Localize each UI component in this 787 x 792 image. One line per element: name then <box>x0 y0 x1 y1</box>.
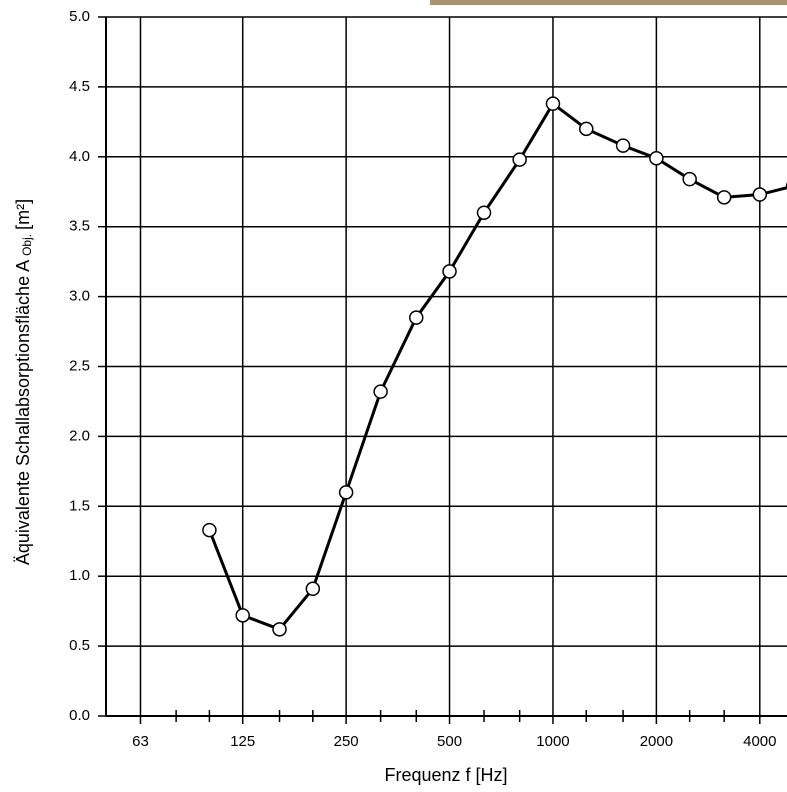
y-tick-label: 0.5 <box>69 637 90 654</box>
data-point <box>338 485 354 500</box>
y-tick-label: 4.0 <box>69 148 90 165</box>
y-axis-title-sub: Obj. <box>20 234 34 256</box>
y-tick-label: 3.0 <box>69 288 90 305</box>
y-tick-label: 1.0 <box>69 567 90 584</box>
data-point <box>305 581 321 597</box>
y-tick-label: 0.0 <box>69 707 90 724</box>
x-tick-label: 4000 <box>743 733 776 750</box>
data-point <box>202 522 217 538</box>
data-point <box>512 152 527 167</box>
y-tick-label: 3.5 <box>69 218 90 235</box>
y-tick-label: 1.5 <box>69 497 90 514</box>
data-point <box>409 310 424 325</box>
data-point <box>442 264 457 279</box>
x-tick-label: 250 <box>334 733 359 750</box>
data-point <box>373 384 388 399</box>
y-tick-label: 5.0 <box>69 8 90 25</box>
data-point <box>545 96 561 111</box>
x-tick-label: 1000 <box>536 733 569 750</box>
y-axis-title: Äquivalente Schallabsorptionsfläche A Obj… <box>13 199 34 565</box>
data-point <box>716 190 732 205</box>
data-point <box>272 622 287 637</box>
y-tick-label: 4.5 <box>69 78 90 95</box>
x-tick-label: 500 <box>437 733 462 750</box>
photo-strip <box>430 0 787 5</box>
data-point <box>682 171 697 187</box>
data-point <box>476 205 492 220</box>
x-axis-title: Frequenz f [Hz] <box>384 765 507 785</box>
y-axis-title-unit: [m²] <box>13 199 33 230</box>
data-point <box>752 187 768 202</box>
y-tick-label: 2.0 <box>69 427 90 444</box>
data-point <box>615 138 631 153</box>
x-tick-label: 63 <box>132 733 149 750</box>
data-point <box>579 121 594 137</box>
x-tick-label: 2000 <box>640 733 673 750</box>
y-axis-title-main: Äquivalente Schallabsorptionsfläche A <box>13 260 33 565</box>
data-point <box>649 150 664 166</box>
y-tick-label: 2.5 <box>69 357 90 374</box>
plot-area <box>202 96 787 637</box>
x-tick-label: 125 <box>230 733 255 750</box>
data-point <box>235 608 250 623</box>
